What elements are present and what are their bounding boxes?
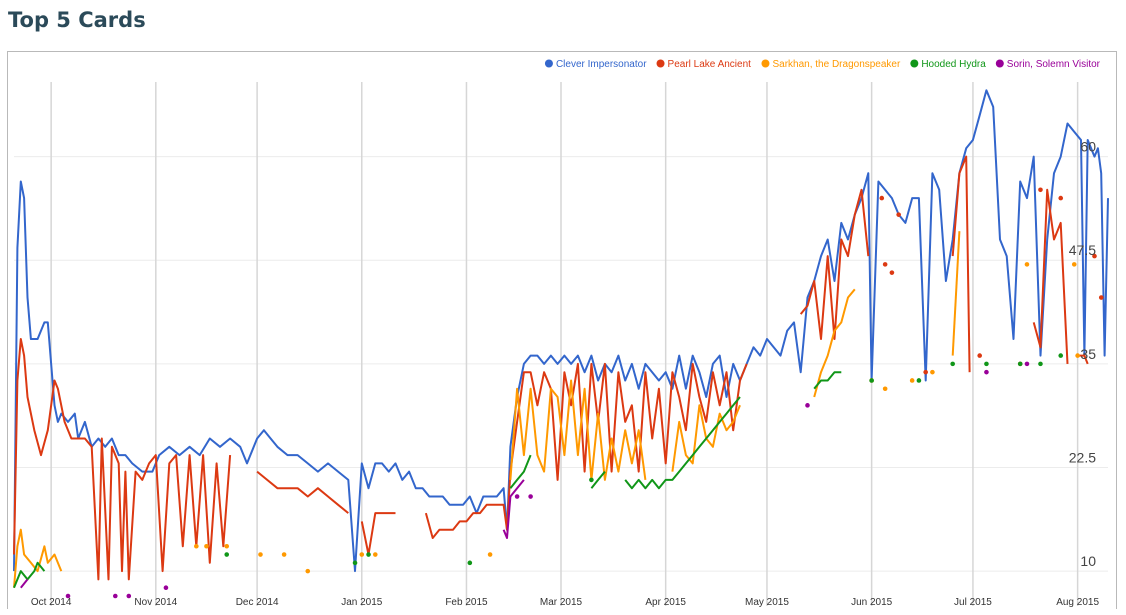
hooded-hydra-point bbox=[1058, 353, 1064, 358]
pearl-lake-ancient-point bbox=[923, 369, 928, 375]
pearl-lake-ancient-line bbox=[13, 338, 232, 581]
hooded-hydra-legend-label: Hooded Hydra bbox=[921, 59, 986, 70]
pearl-lake-ancient-point bbox=[889, 270, 895, 275]
sarkhan-the-dragonspeaker-point bbox=[258, 552, 263, 557]
sorin-solemn-visitor-point bbox=[984, 369, 989, 375]
pearl-lake-ancient-line bbox=[360, 512, 396, 556]
hooded-hydra-line bbox=[624, 396, 741, 490]
series-layer bbox=[13, 89, 1109, 599]
sarkhan-the-dragonspeaker-point bbox=[359, 552, 365, 557]
y-tick-label: 47.5 bbox=[1069, 242, 1096, 258]
sorin-solemn-visitor-legend-label: Sorin, Solemn Visitor bbox=[1007, 59, 1101, 70]
hooded-hydra-line bbox=[13, 561, 46, 589]
sarkhan-the-dragonspeaker-legend-label: Sarkhan, the Dragonspeaker bbox=[772, 59, 901, 70]
sorin-solemn-visitor-point bbox=[1024, 361, 1030, 367]
sorin-solemn-visitor-point bbox=[65, 593, 71, 599]
sorin-solemn-visitor-point bbox=[112, 593, 118, 599]
x-tick-label: Oct 2014 bbox=[31, 597, 72, 608]
sarkhan-the-dragonspeaker-legend-marker bbox=[761, 59, 770, 68]
x-tick-label: Feb 2015 bbox=[445, 597, 488, 608]
sarkhan-the-dragonspeaker-point bbox=[930, 369, 935, 375]
pearl-lake-ancient-line bbox=[424, 362, 748, 539]
sarkhan-the-dragonspeaker-point bbox=[882, 386, 888, 392]
pearl-lake-ancient-point bbox=[1038, 187, 1043, 193]
sorin-solemn-visitor-point bbox=[163, 585, 169, 591]
sorin-solemn-visitor-point bbox=[514, 494, 520, 499]
sarkhan-the-dragonspeaker-point bbox=[1024, 262, 1030, 267]
y-tick-label: 60 bbox=[1080, 139, 1096, 155]
sarkhan-the-dragonspeaker-point bbox=[1075, 353, 1080, 358]
sorin-solemn-visitor-line bbox=[20, 578, 29, 589]
x-tick-label: Jul 2015 bbox=[954, 597, 992, 608]
hooded-hydra-line bbox=[590, 470, 606, 489]
x-tick-label: Jun 2015 bbox=[851, 597, 893, 608]
sarkhan-the-dragonspeaker-point bbox=[909, 378, 915, 383]
gridlines bbox=[14, 82, 1108, 606]
hooded-hydra-point bbox=[224, 552, 230, 557]
hooded-hydra-point bbox=[1038, 361, 1043, 367]
pearl-lake-ancient-point bbox=[1058, 195, 1064, 201]
sarkhan-the-dragonspeaker-point bbox=[281, 552, 287, 557]
sarkhan-the-dragonspeaker-point bbox=[224, 543, 230, 549]
pearl-lake-ancient-point bbox=[1092, 253, 1097, 259]
pearl-lake-ancient-legend-label: Pearl Lake Ancient bbox=[668, 59, 752, 70]
pearl-lake-ancient-point bbox=[977, 353, 982, 358]
chart-container: 10 22.5 35 47.5 60 Oct 2014 Nov 2014 Dec 2014 Ja… bbox=[7, 51, 1117, 609]
x-tick-label: Aug 2015 bbox=[1056, 597, 1099, 608]
hooded-hydra-point bbox=[589, 477, 594, 483]
sorin-solemn-visitor-point bbox=[528, 494, 533, 499]
sorin-solemn-visitor-point bbox=[126, 593, 132, 599]
hooded-hydra-point bbox=[916, 378, 922, 383]
clever-impersonator-line bbox=[13, 89, 1109, 573]
sarkhan-the-dragonspeaker-line bbox=[13, 528, 63, 588]
y-tick-label: 35 bbox=[1080, 346, 1096, 362]
hooded-hydra-line bbox=[509, 454, 532, 489]
sarkhan-the-dragonspeaker-point bbox=[194, 543, 199, 549]
sorin-solemn-visitor-line bbox=[502, 479, 525, 539]
axis-labels: 10 22.5 35 47.5 60 Oct 2014 Nov 2014 Dec 2014 Ja… bbox=[31, 139, 1100, 608]
pearl-lake-ancient-point bbox=[882, 262, 888, 267]
hooded-hydra-point bbox=[1017, 361, 1023, 367]
pearl-lake-ancient-point bbox=[896, 212, 901, 217]
sarkhan-the-dragonspeaker-line bbox=[951, 231, 961, 356]
y-tick-label: 22.5 bbox=[1069, 450, 1096, 466]
sarkhan-the-dragonspeaker-point bbox=[204, 543, 209, 549]
page-title: Top 5 Cards bbox=[8, 8, 146, 32]
pearl-lake-ancient-line bbox=[1032, 188, 1069, 364]
clever-impersonator-legend-marker bbox=[544, 59, 553, 68]
hooded-hydra-point bbox=[366, 552, 371, 557]
pearl-lake-ancient-line bbox=[799, 188, 870, 340]
x-tick-label: Jan 2015 bbox=[341, 597, 383, 608]
hooded-hydra-point bbox=[984, 361, 989, 367]
sarkhan-the-dragonspeaker-line bbox=[509, 379, 647, 481]
line-chart: 10 22.5 35 47.5 60 Oct 2014 Nov 2014 Dec 2014 Ja… bbox=[13, 59, 1109, 608]
sarkhan-the-dragonspeaker-point bbox=[372, 552, 378, 557]
sarkhan-the-dragonspeaker-line bbox=[813, 288, 856, 398]
legend: Clever Impersonator Pearl Lake Ancient Sar… bbox=[544, 59, 1101, 70]
sarkhan-the-dragonspeaker-point bbox=[487, 552, 493, 557]
hooded-hydra-point bbox=[869, 378, 874, 383]
hooded-hydra-line bbox=[813, 371, 842, 390]
pearl-lake-ancient-legend-marker bbox=[656, 59, 665, 68]
sorin-solemn-visitor-point bbox=[805, 403, 810, 408]
pearl-lake-ancient-point bbox=[1098, 295, 1104, 300]
x-tick-label: Nov 2014 bbox=[134, 597, 177, 608]
sarkhan-the-dragonspeaker-point bbox=[305, 568, 311, 574]
x-tick-label: May 2015 bbox=[745, 597, 789, 608]
x-tick-label: Dec 2014 bbox=[236, 597, 279, 608]
hooded-hydra-point bbox=[950, 361, 955, 367]
clever-impersonator-legend-label: Clever Impersonator bbox=[556, 59, 647, 70]
pearl-lake-ancient-line bbox=[951, 155, 971, 373]
sarkhan-the-dragonspeaker-point bbox=[1071, 262, 1077, 267]
hooded-hydra-point bbox=[467, 560, 473, 566]
x-tick-label: Apr 2015 bbox=[645, 597, 686, 608]
pearl-lake-ancient-point bbox=[879, 195, 885, 201]
x-tick-label: Mar 2015 bbox=[540, 597, 583, 608]
hooded-hydra-point bbox=[352, 560, 358, 566]
sorin-solemn-visitor-legend-marker bbox=[995, 59, 1004, 68]
hooded-hydra-legend-marker bbox=[910, 59, 919, 68]
y-tick-label: 10 bbox=[1080, 553, 1096, 569]
pearl-lake-ancient-line bbox=[256, 470, 349, 514]
